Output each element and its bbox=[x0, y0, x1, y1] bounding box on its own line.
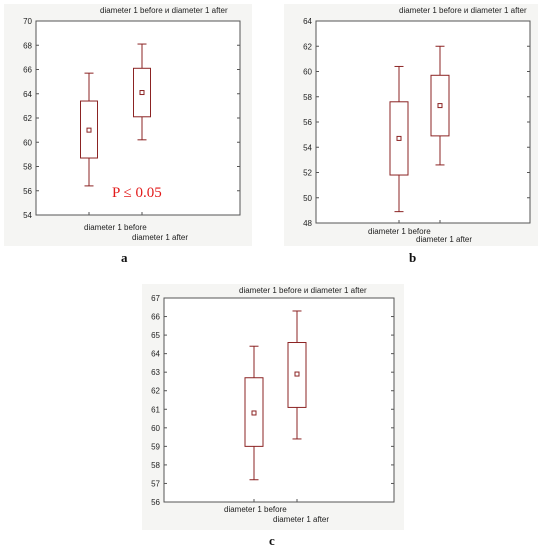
center-marker bbox=[251, 410, 257, 416]
center-marker bbox=[86, 127, 92, 133]
panel-c: diameter 1 before и diameter 1 after 56 57… bbox=[142, 284, 404, 530]
chart-b-ytick-label: 56 bbox=[303, 118, 312, 127]
chart-c-plot-area bbox=[163, 297, 395, 503]
chart-c-box-2 bbox=[287, 310, 307, 440]
chart-c-box-1 bbox=[244, 345, 264, 481]
chart-a-box-2 bbox=[133, 43, 151, 141]
chart-c-ytick-label: 59 bbox=[151, 442, 160, 451]
chart-b-box-1 bbox=[389, 65, 409, 213]
chart-a-ytick-label: 66 bbox=[23, 66, 32, 75]
chart-b-box-2 bbox=[430, 45, 450, 166]
chart-a-header: diameter 1 before и diameter 1 after bbox=[100, 6, 228, 15]
chart-c-category-label-2: diameter 1 after bbox=[273, 515, 329, 524]
chart-a-ytick-label: 70 bbox=[23, 17, 32, 26]
panel-b: diameter 1 before и diameter 1 after 48 50… bbox=[284, 4, 538, 246]
chart-a-plot-area bbox=[35, 20, 241, 216]
chart-c-svg: diameter 1 before и diameter 1 after 56 57… bbox=[151, 286, 395, 524]
chart-c-ytick-label: 65 bbox=[151, 331, 160, 340]
chart-b-ytick-label: 58 bbox=[303, 93, 312, 102]
chart-b-category-label-2: diameter 1 after bbox=[416, 235, 472, 244]
chart-b-header: diameter 1 before и diameter 1 after bbox=[399, 6, 527, 15]
chart-c-ytick-label: 61 bbox=[151, 405, 160, 414]
chart-a-ytick-label: 62 bbox=[23, 114, 32, 123]
caption-a: a bbox=[121, 250, 128, 265]
chart-b-ytick-label: 54 bbox=[303, 143, 312, 152]
chart-c-ytick-label: 63 bbox=[151, 368, 160, 377]
chart-a-category-label-1: diameter 1 before bbox=[84, 223, 147, 232]
chart-b-plot-area bbox=[315, 20, 531, 224]
chart-a-p-value: P ≤ 0.05 bbox=[112, 185, 162, 201]
center-marker bbox=[396, 135, 402, 141]
chart-c-ytick-label: 62 bbox=[151, 387, 160, 396]
chart-a-svg: diameter 1 before и diameter 1 after 54 56… bbox=[23, 6, 241, 242]
caption-b: b bbox=[409, 250, 417, 265]
center-marker bbox=[139, 90, 145, 96]
chart-b-ytick-label: 48 bbox=[303, 219, 312, 228]
center-marker bbox=[294, 371, 300, 377]
chart-a-ytick-label: 68 bbox=[23, 41, 32, 50]
chart-b-ytick-label: 50 bbox=[303, 194, 312, 203]
chart-a-ytick-label: 54 bbox=[23, 211, 32, 220]
chart-c-category-label-1: diameter 1 before bbox=[224, 505, 287, 514]
chart-a-category-label-2: diameter 1 after bbox=[132, 233, 188, 242]
chart-b-category-label-1: diameter 1 before bbox=[368, 227, 431, 236]
chart-c-ytick-label: 66 bbox=[151, 313, 160, 322]
chart-c-header: diameter 1 before и diameter 1 after bbox=[239, 286, 367, 295]
chart-b-ytick-label: 60 bbox=[303, 68, 312, 77]
chart-b-ytick-label: 64 bbox=[303, 17, 312, 26]
chart-c-ytick-label: 56 bbox=[151, 498, 160, 507]
chart-c-ytick-label: 57 bbox=[151, 479, 160, 488]
chart-a-box-1 bbox=[80, 72, 98, 187]
chart-c-ytick-label: 60 bbox=[151, 424, 160, 433]
chart-a-ytick-label: 60 bbox=[23, 138, 32, 147]
chart-a-ytick-label: 58 bbox=[23, 163, 32, 172]
chart-b-ytick-label: 52 bbox=[303, 169, 312, 178]
center-marker bbox=[437, 103, 443, 109]
caption-c: c bbox=[269, 533, 275, 548]
chart-c-ytick-label: 64 bbox=[151, 350, 160, 359]
chart-c-ytick-label: 58 bbox=[151, 461, 160, 470]
chart-b-svg: diameter 1 before и diameter 1 after 48 50… bbox=[303, 6, 531, 244]
chart-c-ytick-label: 67 bbox=[151, 294, 160, 303]
chart-a-ytick-label: 64 bbox=[23, 90, 32, 99]
chart-b-ytick-label: 62 bbox=[303, 42, 312, 51]
chart-a-ytick-label: 56 bbox=[23, 187, 32, 196]
panel-a: diameter 1 before и diameter 1 after 54 56… bbox=[4, 4, 252, 246]
